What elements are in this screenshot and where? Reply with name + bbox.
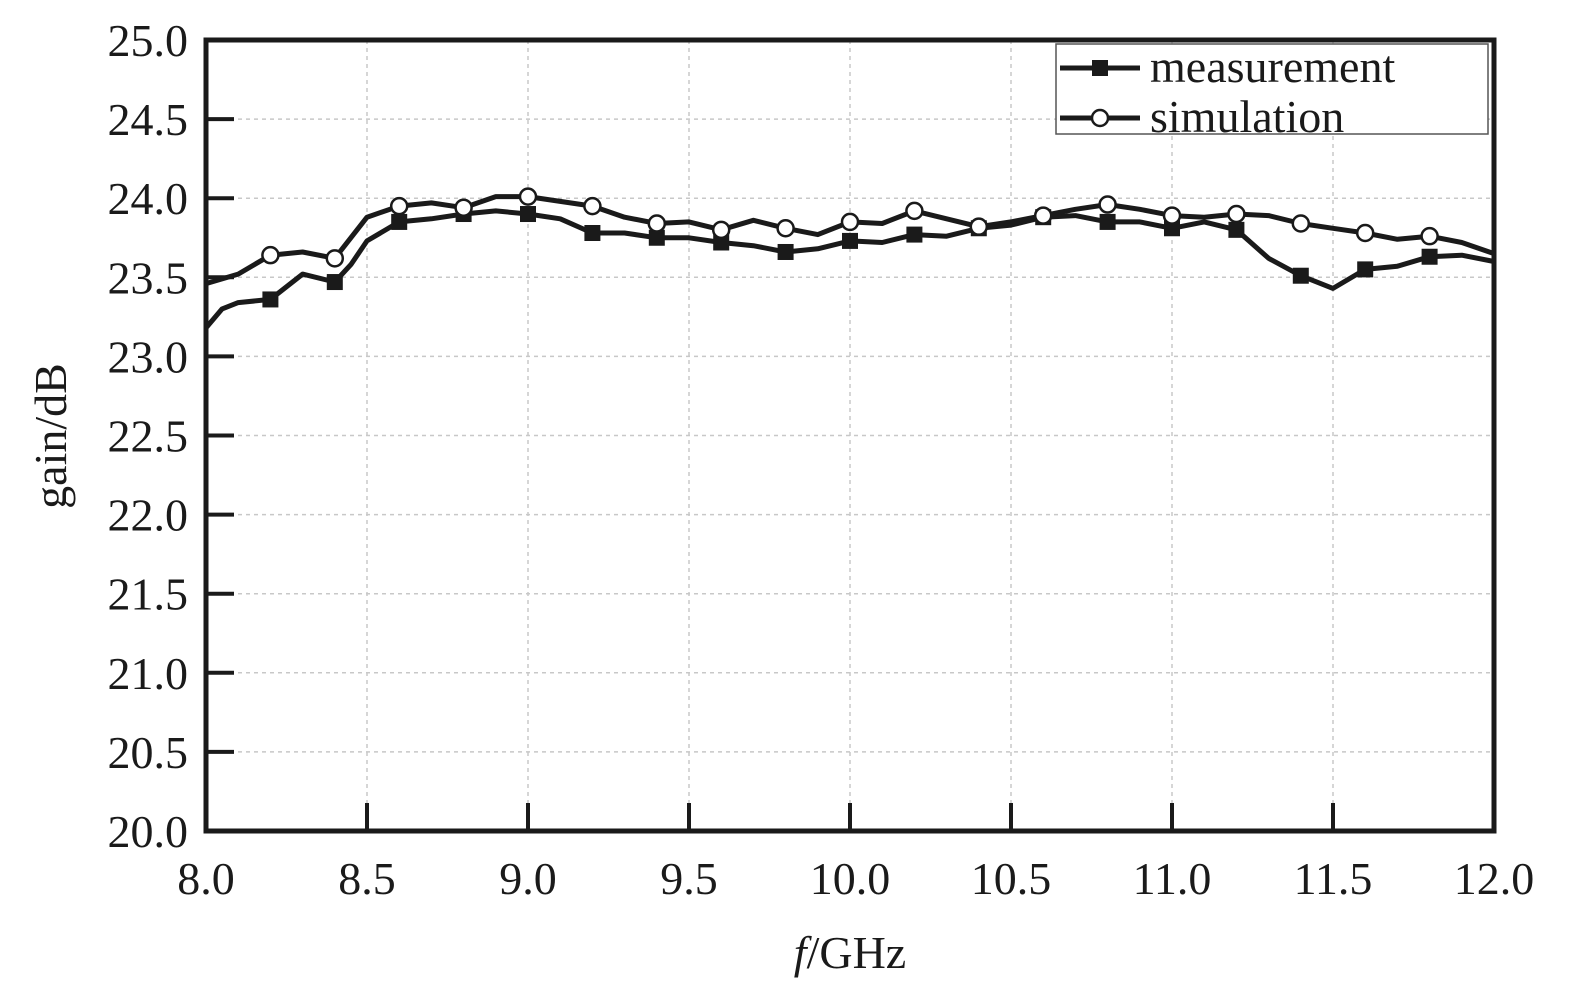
y-tick-label: 21.0 — [108, 648, 189, 699]
measurement-point — [391, 213, 408, 230]
simulation-point — [518, 187, 538, 206]
simulation-point — [1227, 204, 1246, 224]
y-tick-label: 24.0 — [108, 173, 189, 224]
measurement-point — [1357, 261, 1374, 278]
measurement-point — [1421, 248, 1438, 265]
x-tick-label: 11.0 — [1133, 853, 1212, 904]
y-tick-label: 23.0 — [108, 331, 189, 382]
measurement-line — [204, 208, 1495, 330]
y-axis-title: gain/dB — [25, 363, 76, 509]
simulation-point — [905, 201, 924, 221]
measurement-point — [1164, 220, 1180, 237]
y-tick-label: 25.0 — [108, 15, 189, 66]
y-tick-label: 20.0 — [108, 806, 189, 857]
y-tick-label: 22.5 — [108, 411, 189, 462]
x-tick-label: 9.0 — [499, 853, 557, 904]
measurement-point — [1099, 213, 1116, 230]
legend-marker-measurement — [1092, 60, 1108, 76]
series-layer — [204, 187, 1495, 330]
x-tick-label: 10.5 — [971, 853, 1052, 904]
legend-label-simulation: simulation — [1150, 91, 1344, 142]
legend-label-measurement: measurement — [1150, 41, 1395, 92]
x-tick-label: 8.5 — [338, 853, 396, 904]
y-tick-label: 24.5 — [108, 94, 189, 145]
measurement-point — [842, 232, 858, 249]
measurement-point — [777, 243, 794, 260]
simulation-point — [583, 196, 602, 216]
measurement-point — [906, 226, 923, 243]
measurement-point — [584, 225, 601, 242]
simulation-point — [261, 245, 280, 265]
x-tick-label: 9.5 — [660, 853, 718, 904]
simulation-point — [840, 212, 860, 232]
x-tick-label: 10.0 — [810, 853, 891, 904]
measurement-point — [1292, 267, 1309, 284]
x-axis-title: f/GHz — [794, 927, 906, 978]
measurement-point — [326, 274, 343, 291]
simulation-point — [1162, 206, 1182, 225]
legend-marker-simulation — [1090, 108, 1110, 128]
measurement-point — [262, 291, 279, 308]
simulation-point — [1355, 223, 1375, 243]
x-tick-label: 8.0 — [177, 853, 235, 904]
measurement-point — [1228, 221, 1245, 238]
simulation-point — [1033, 206, 1053, 225]
grid — [206, 40, 1494, 831]
simulation-point — [647, 214, 667, 233]
y-tick-label: 22.0 — [108, 490, 189, 541]
ticks: 8.0 8.5 9.0 9.5 10.0 10.5 11.0 11.5 12.0 20.0 20.5… — [108, 15, 1535, 904]
simulation-point — [776, 219, 795, 238]
series-measurement — [204, 206, 1495, 330]
simulation-point — [454, 198, 473, 217]
series-simulation — [205, 187, 1495, 286]
measurement-point — [520, 206, 536, 223]
simulation-point — [1291, 214, 1311, 233]
simulation-point — [1420, 226, 1439, 246]
simulation-point — [1098, 195, 1117, 214]
simulation-point — [711, 220, 731, 240]
simulation-point — [389, 196, 409, 216]
measurement-point — [648, 229, 665, 246]
x-tick-label: 11.5 — [1294, 853, 1373, 904]
y-tick-label: 21.5 — [108, 569, 189, 620]
simulation-point — [969, 217, 989, 236]
measurement-point — [713, 234, 730, 251]
y-tick-label: 23.5 — [108, 252, 189, 303]
y-tick-label: 20.5 — [108, 727, 189, 778]
x-tick-label: 12.0 — [1454, 853, 1535, 904]
simulation-point — [325, 249, 345, 268]
